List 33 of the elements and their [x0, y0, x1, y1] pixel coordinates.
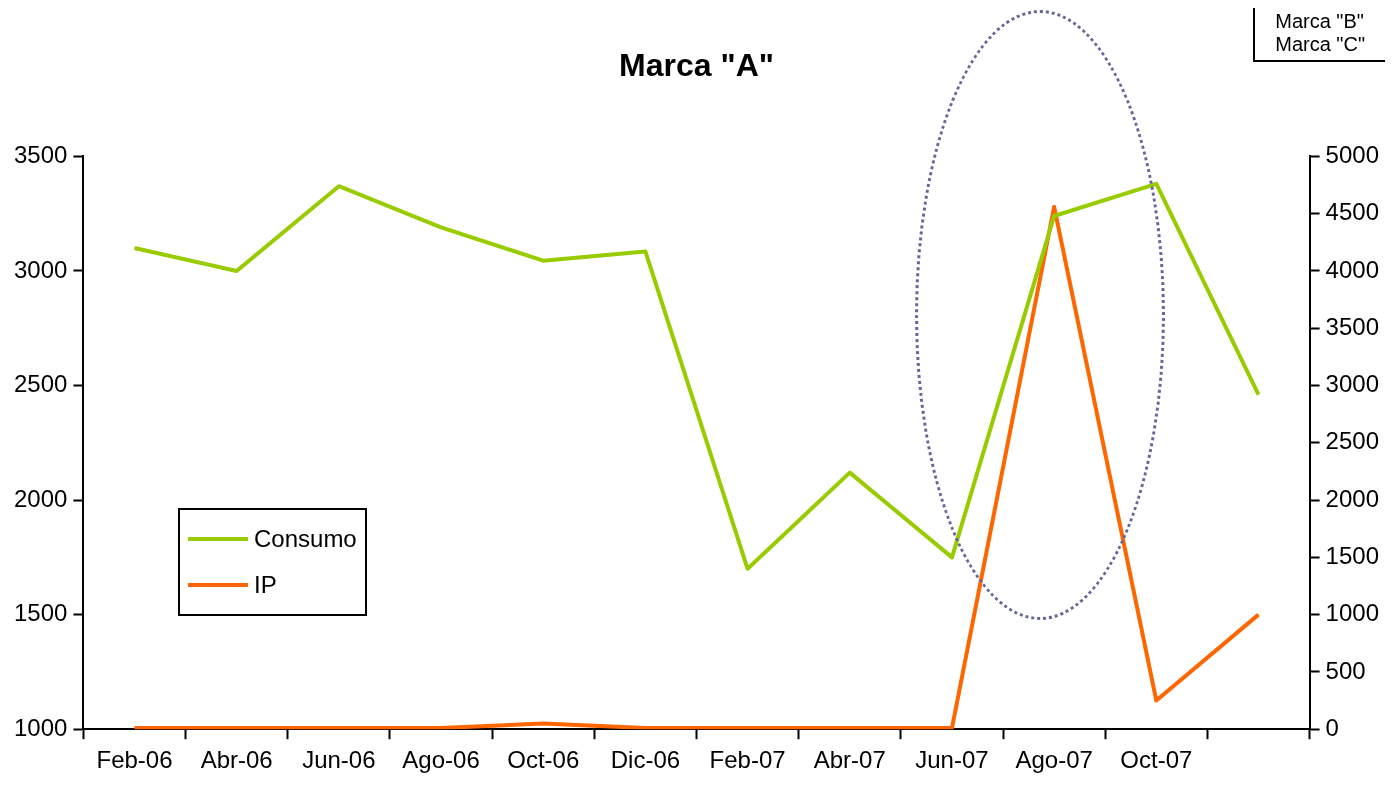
- y2-tick-label: 5000: [1325, 141, 1379, 169]
- y2-tick-label: 4500: [1325, 198, 1379, 226]
- x-tick-label: Jun-07: [915, 746, 989, 774]
- y2-tick-label: 500: [1325, 656, 1366, 684]
- chart-title: Marca "A": [619, 47, 774, 84]
- legend-label: IP: [254, 571, 277, 599]
- x-tick-label: Jun-06: [302, 746, 376, 774]
- y2-tick-label: 1500: [1325, 541, 1379, 569]
- x-tick-label: Ago-07: [1015, 746, 1093, 774]
- y2-tick-label: 3500: [1325, 312, 1379, 340]
- x-tick-label: Ago-06: [402, 746, 480, 774]
- x-tick-label: Oct-07: [1120, 746, 1193, 774]
- y2-tick-label: 4000: [1325, 255, 1379, 283]
- y-tick-label: 2000: [14, 484, 68, 512]
- y-tick-label: 1000: [14, 713, 68, 741]
- y-tick-label: 3500: [14, 141, 68, 169]
- x-tick-label: Oct-06: [507, 746, 580, 774]
- x-tick-label: Abr-06: [200, 746, 273, 774]
- y-tick-label: 2500: [14, 370, 68, 398]
- y2-tick-label: 2000: [1325, 484, 1379, 512]
- y2-tick-label: 0: [1325, 713, 1339, 741]
- x-tick-label: Abr-07: [813, 746, 886, 774]
- x-tick-label: Feb-07: [709, 746, 786, 774]
- x-tick-label: Feb-06: [96, 746, 173, 774]
- y2-tick-label: 2500: [1325, 427, 1379, 455]
- text: Marca "B": [1275, 10, 1365, 33]
- y2-tick-label: 1000: [1325, 599, 1379, 627]
- y-tick-label: 3000: [14, 255, 68, 283]
- x-tick-label: Dic-06: [610, 746, 681, 774]
- y2-tick-label: 3000: [1325, 370, 1379, 398]
- legend-label: Consumo: [254, 525, 357, 553]
- text: Marca "C": [1275, 33, 1365, 56]
- y-tick-label: 1500: [14, 599, 68, 627]
